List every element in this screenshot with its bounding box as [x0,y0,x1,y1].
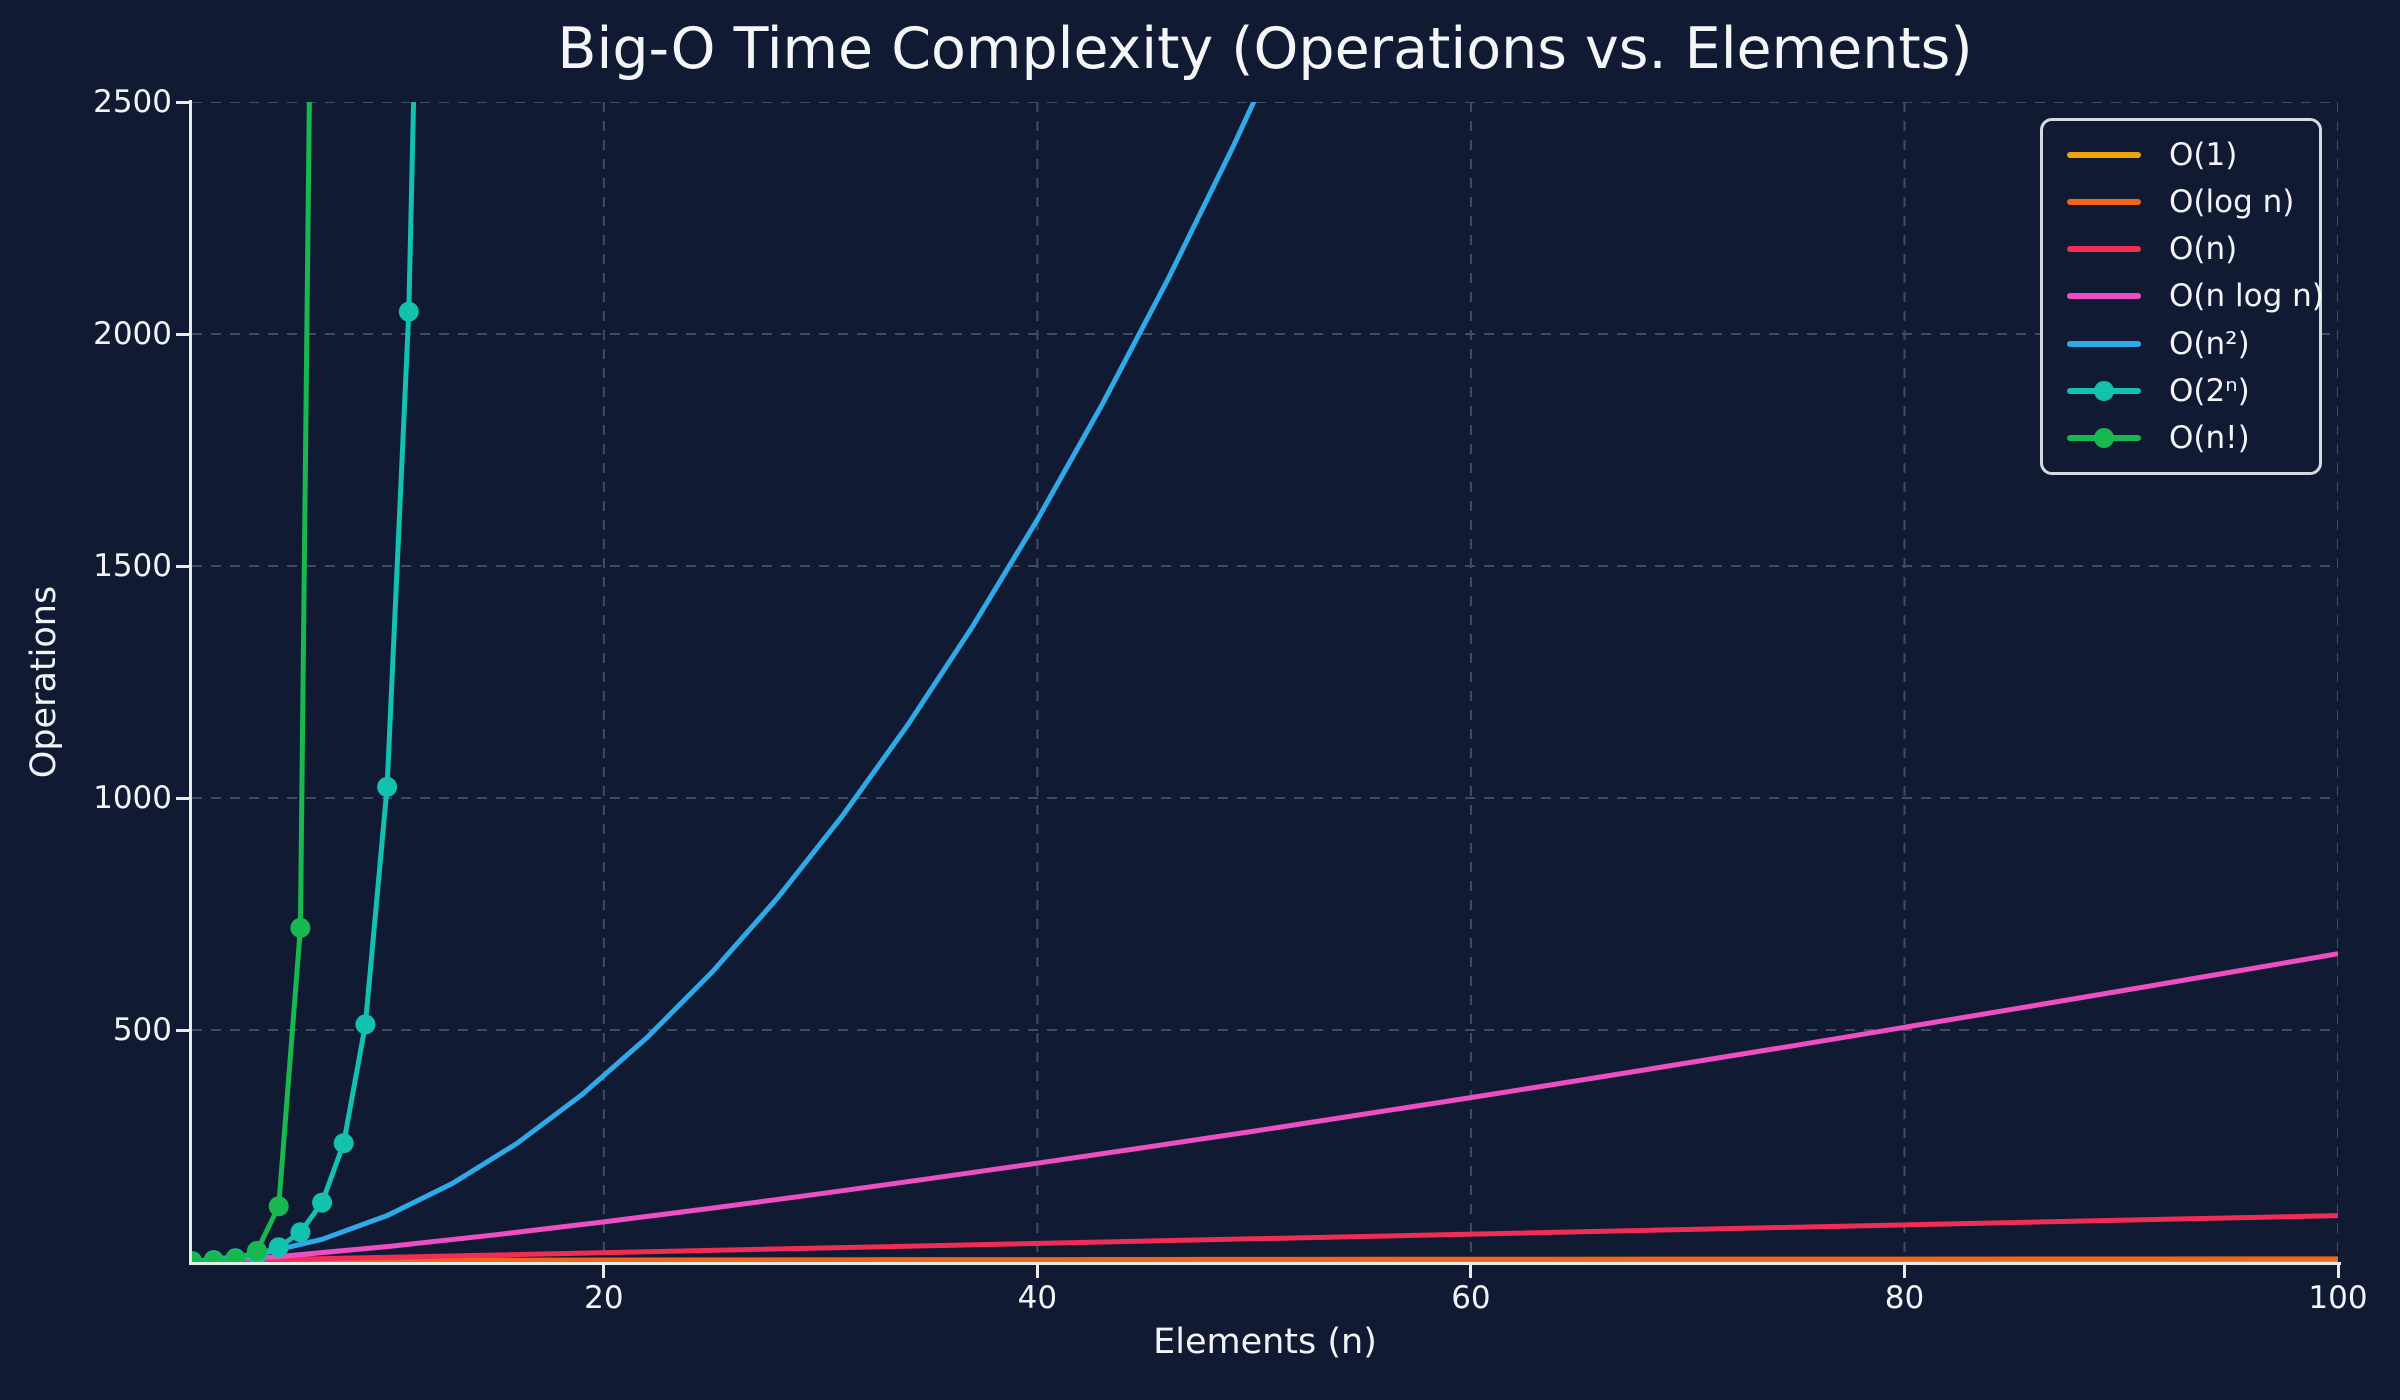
chart-canvas [192,102,2338,1262]
y-tick-label: 2500 [93,84,172,120]
legend-box: O(1) O(log n) O(n) O(n log n) O(n²) O(2ⁿ) O(n!… [2040,118,2324,475]
series-marker [290,917,311,938]
y-tick-mark [176,100,189,104]
plot-area [192,102,2338,1262]
legend-marker-dot [2094,381,2114,402]
legend-line-swatch [2067,151,2141,158]
legend-label: O(2ⁿ) [2169,373,2250,410]
series-line [192,951,2338,1262]
series-line [192,102,417,1262]
legend-line-swatch [2067,198,2141,205]
x-tick-label: 40 [1017,1280,1058,1316]
y-axis-spine [189,100,192,1265]
series-marker [268,1237,289,1258]
legend-label: O(n!) [2169,420,2250,457]
legend-item: O(n) [2067,226,2319,272]
series-line [192,102,312,1262]
y-tick-mark [176,564,189,568]
y-tick-label: 1500 [93,548,172,584]
legend-item: O(2ⁿ) [2067,368,2319,414]
series-marker [312,1192,333,1213]
x-tick-label: 60 [1451,1280,1491,1316]
legend-line-swatch [2067,381,2141,402]
legend-line-swatch [2067,246,2141,253]
x-axis-label: Elements (n) [1153,1322,1377,1362]
legend-item: O(1) [2067,132,2319,178]
legend-marker-dot [2094,428,2114,449]
legend-label: O(n²) [2169,325,2250,362]
chart-title: Big-O Time Complexity (Operations vs. El… [557,16,1973,82]
x-tick-mark [1469,1265,1473,1278]
series-marker [192,1251,202,1262]
series-marker [268,1196,289,1217]
y-tick-label: 2000 [93,316,172,352]
x-tick-mark [1035,1265,1039,1278]
x-tick-mark [1902,1265,1906,1278]
x-tick-label: 80 [1884,1280,1925,1316]
legend-line-swatch [2067,428,2141,449]
series-marker [225,1249,246,1262]
y-tick-mark [176,796,189,800]
gridlines [192,102,2338,1262]
y-axis-label: Operations [24,585,64,779]
legend-label: O(1) [2169,136,2238,173]
series-marker [290,1222,311,1243]
legend-item: O(n log n) [2067,273,2324,319]
x-tick-mark [602,1265,606,1278]
legend-label: O(n) [2169,231,2238,268]
x-tick-label: 20 [584,1280,624,1316]
x-tick-label: 100 [2308,1280,2368,1316]
y-tick-label: 500 [112,1012,172,1048]
legend-line-swatch [2067,293,2141,300]
legend-item: O(log n) [2067,179,2319,225]
legend-label: O(n log n) [2169,278,2324,315]
legend-label: O(log n) [2169,183,2295,220]
series-line [192,1213,2338,1262]
legend-line-swatch [2067,340,2141,347]
legend-item: O(n!) [2067,415,2319,461]
series-marker [398,301,419,322]
series-marker [333,1133,354,1154]
x-axis-spine [189,1262,2341,1265]
y-tick-mark [176,332,189,336]
series-marker [203,1251,224,1262]
legend-item: O(n²) [2067,321,2319,367]
y-tick-label: 1000 [93,780,172,816]
series-marker [355,1014,376,1035]
y-tick-mark [176,1028,189,1032]
x-tick-mark [2336,1265,2340,1278]
series-marker [247,1240,267,1261]
series-line [192,102,1257,1262]
series-marker [377,776,398,797]
